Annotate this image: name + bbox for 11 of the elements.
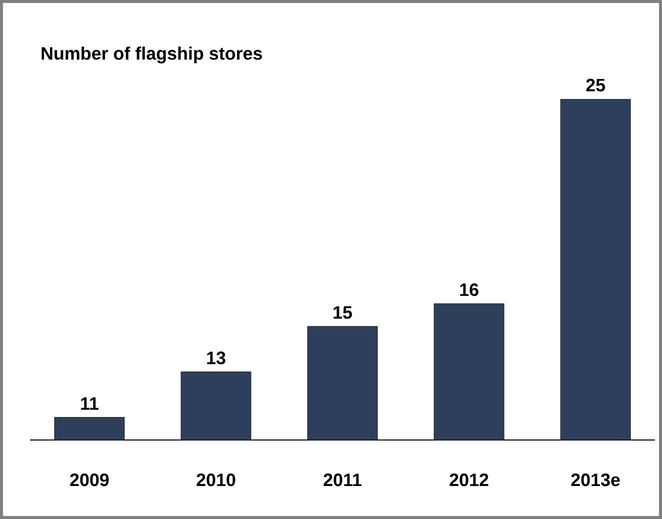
data-label: 16: [460, 283, 478, 296]
data-label: 15: [334, 306, 352, 319]
data-label: 11: [81, 397, 98, 410]
data-label: 13: [207, 352, 226, 364]
data-label: 25: [586, 78, 606, 92]
x-tick-label: 2011: [324, 474, 362, 486]
x-tick-label: 2013e: [571, 474, 620, 486]
chart-title: Number of flagship stores: [42, 46, 262, 64]
x-tick-label: 2010: [196, 474, 236, 486]
x-tick-label: 2012: [450, 474, 488, 486]
x-tick-label: 2009: [70, 474, 109, 486]
